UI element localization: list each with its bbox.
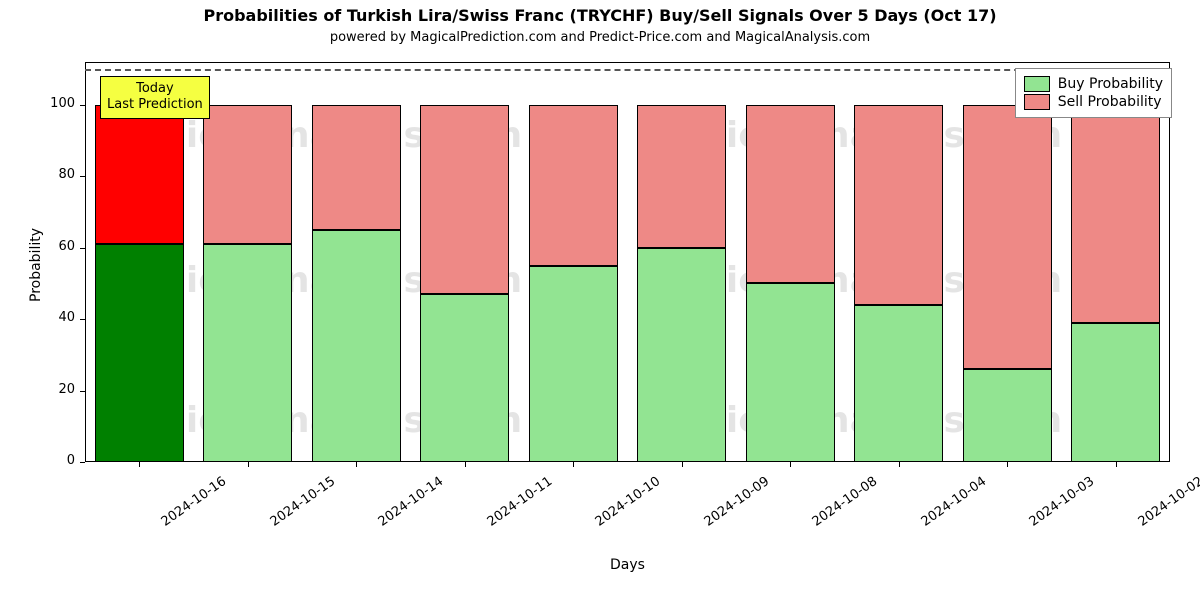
bar-buy <box>312 230 401 462</box>
chart-subtitle: powered by MagicalPrediction.com and Pre… <box>0 30 1200 45</box>
legend-label: Buy Probability <box>1058 76 1163 92</box>
x-tick-mark <box>1116 462 1117 467</box>
x-tick-label: 2024-10-02 <box>1135 474 1200 530</box>
bar-buy <box>746 283 835 462</box>
chart-title: Probabilities of Turkish Lira/Swiss Fran… <box>0 6 1200 25</box>
y-tick-mark <box>80 248 85 249</box>
bar-sell <box>1071 105 1160 323</box>
legend-item: Sell Probability <box>1024 94 1163 110</box>
y-tick-mark <box>80 462 85 463</box>
annotation-line: Last Prediction <box>107 97 203 113</box>
x-tick-mark <box>248 462 249 467</box>
bar-buy <box>637 248 726 462</box>
y-tick-mark <box>80 105 85 106</box>
x-tick-mark <box>682 462 683 467</box>
x-tick-mark <box>465 462 466 467</box>
today-annotation: TodayLast Prediction <box>100 76 210 119</box>
bar-sell <box>529 105 618 266</box>
legend-swatch <box>1024 76 1050 92</box>
y-tick-label: 80 <box>45 167 75 182</box>
y-tick-label: 100 <box>45 96 75 111</box>
x-tick-label: 2024-10-09 <box>701 474 772 530</box>
legend-swatch <box>1024 94 1050 110</box>
bar-buy <box>203 244 292 462</box>
bar-sell <box>312 105 401 230</box>
bar-sell <box>203 105 292 244</box>
bar-buy <box>95 244 184 462</box>
x-tick-mark <box>573 462 574 467</box>
reference-line <box>85 69 1170 71</box>
x-axis-label: Days <box>85 557 1170 573</box>
bar-sell <box>95 105 184 244</box>
y-axis-label: Probability <box>28 228 44 302</box>
x-tick-mark <box>356 462 357 467</box>
x-tick-label: 2024-10-16 <box>159 474 230 530</box>
bar-buy <box>963 369 1052 462</box>
x-tick-label: 2024-10-14 <box>376 474 447 530</box>
x-tick-label: 2024-10-04 <box>918 474 989 530</box>
y-tick-label: 60 <box>45 239 75 254</box>
y-tick-label: 20 <box>45 382 75 397</box>
bar-sell <box>746 105 835 284</box>
x-tick-label: 2024-10-03 <box>1027 474 1098 530</box>
x-tick-label: 2024-10-08 <box>810 474 881 530</box>
bar-sell <box>420 105 509 294</box>
y-tick-mark <box>80 176 85 177</box>
x-tick-label: 2024-10-15 <box>267 474 338 530</box>
y-tick-mark <box>80 319 85 320</box>
legend: Buy Probability Sell Probability <box>1015 68 1172 118</box>
x-tick-mark <box>790 462 791 467</box>
bar-sell <box>963 105 1052 369</box>
y-tick-mark <box>80 391 85 392</box>
bar-buy <box>854 305 943 462</box>
bar-sell <box>637 105 726 248</box>
y-tick-label: 40 <box>45 310 75 325</box>
y-tick-label: 0 <box>45 453 75 468</box>
x-tick-mark <box>899 462 900 467</box>
bar-buy <box>420 294 509 462</box>
bar-sell <box>854 105 943 305</box>
x-tick-mark <box>1007 462 1008 467</box>
bar-buy <box>529 266 618 462</box>
chart-container: Probabilities of Turkish Lira/Swiss Fran… <box>0 0 1200 600</box>
legend-label: Sell Probability <box>1058 94 1162 110</box>
bar-buy <box>1071 323 1160 462</box>
x-tick-mark <box>139 462 140 467</box>
annotation-line: Today <box>107 81 203 97</box>
legend-item: Buy Probability <box>1024 76 1163 92</box>
x-tick-label: 2024-10-10 <box>593 474 664 530</box>
x-tick-label: 2024-10-11 <box>484 474 555 530</box>
